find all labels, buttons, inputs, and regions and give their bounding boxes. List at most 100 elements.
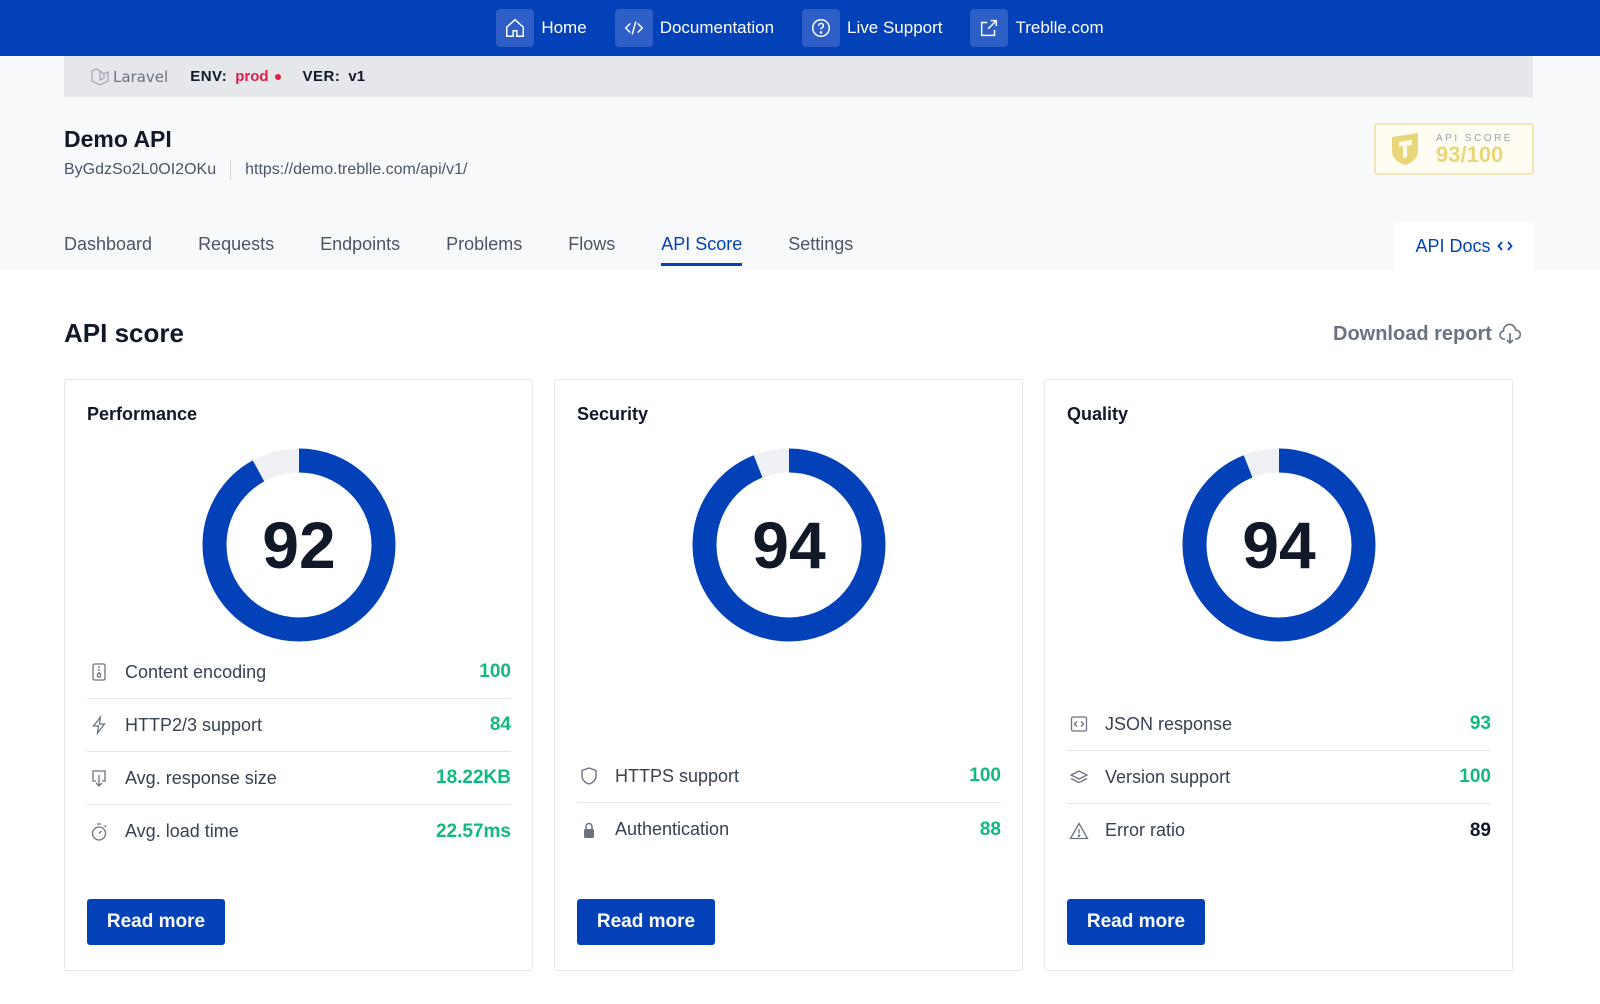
ring-progress — [692, 448, 886, 642]
metric-value: 100 — [969, 765, 1001, 786]
metric-label: Version support — [1105, 766, 1231, 787]
metric-label: HTTPS support — [615, 765, 740, 786]
score-badge-value: 93/100 — [1436, 141, 1504, 167]
api-score-badge[interactable]: API SCORE 93/100 — [1374, 123, 1534, 175]
tab-flows[interactable]: Flows — [568, 234, 616, 254]
metrics-list: Content encoding 100 HTTP2/3 support 84 … — [87, 646, 511, 858]
metrics-list: JSON response 93 Version support 100 Err… — [1067, 698, 1491, 857]
project-header: Laravel ENV: prod VER: v1 Demo API ByGdz… — [0, 56, 1600, 270]
metric-value: 22.57ms — [435, 820, 511, 842]
score-ring: 92 — [202, 448, 396, 642]
cloud-download-icon — [1499, 323, 1521, 345]
env-value: prod — [235, 68, 269, 85]
zip-file-icon — [87, 660, 111, 684]
api-docs-label: API Docs — [1415, 235, 1491, 256]
version-value: v1 — [348, 68, 366, 85]
tab-settings[interactable]: Settings — [788, 234, 854, 254]
performance-card: Performance 92 Content encoding 100 HTTP… — [64, 379, 533, 971]
api-url[interactable]: https://demo.treblle.com/api/v1/ — [245, 161, 468, 178]
download-report-label: Download report — [1333, 322, 1492, 345]
quality-card: Quality 94 JSON response 93 Version supp… — [1044, 379, 1513, 971]
score-ring: 94 — [1182, 448, 1376, 642]
score-ring-chart — [202, 448, 396, 642]
code-brackets-icon — [1496, 241, 1513, 251]
metric-label: Avg. load time — [125, 821, 239, 841]
nav-documentation-label: Documentation — [659, 18, 775, 37]
score-ring: 94 — [692, 448, 886, 642]
shield-icon — [577, 764, 601, 788]
card-title: Performance — [87, 404, 198, 424]
tab-api-score[interactable]: API Score — [661, 234, 743, 266]
score-ring-chart — [1182, 448, 1376, 642]
section-title: API score — [64, 318, 184, 348]
lightning-icon — [87, 713, 111, 737]
layers-icon — [1067, 765, 1091, 789]
card-title: Quality — [1067, 404, 1129, 424]
metric-row: HTTPS support 100 — [577, 750, 1001, 803]
score-value: 92 — [262, 508, 336, 582]
metric-value: 100 — [1459, 766, 1491, 787]
read-more-button[interactable]: Read more — [1067, 899, 1205, 945]
read-more-button[interactable]: Read more — [87, 899, 225, 945]
ring-progress — [1182, 448, 1376, 642]
json-icon — [1067, 712, 1091, 736]
warning-icon — [1067, 819, 1091, 843]
nav-live-support[interactable]: Live Support — [802, 9, 942, 47]
metric-row: HTTP2/3 support 84 — [87, 699, 511, 752]
security-card: Security 94 HTTPS support 100 Authentica… — [554, 379, 1023, 971]
nav-home[interactable]: Home — [496, 9, 587, 47]
env-label: ENV: — [190, 68, 228, 85]
download-report-button[interactable]: Download report — [1333, 322, 1522, 346]
tab-dashboard[interactable]: Dashboard — [64, 234, 153, 254]
tab-problems[interactable]: Problems — [446, 234, 523, 254]
nav-live-support-label: Live Support — [847, 18, 943, 37]
metric-label: Content encoding — [125, 661, 267, 682]
download-icon — [87, 766, 111, 790]
metric-row: Avg. load time 22.57ms — [87, 805, 511, 858]
nav-documentation[interactable]: Documentation — [614, 9, 775, 47]
treblle-logo-icon — [1392, 133, 1418, 165]
metric-value: 100 — [479, 661, 511, 682]
metric-value: 89 — [1469, 819, 1491, 841]
score-value: 94 — [1242, 508, 1316, 582]
score-badge-label: API SCORE — [1436, 132, 1513, 144]
home-icon — [496, 9, 535, 47]
api-meta: ByGdzSo2L0OI2OKu https://demo.treblle.co… — [64, 160, 467, 180]
metric-label: JSON response — [1105, 713, 1233, 734]
nav-treblle[interactable]: Treblle.com — [970, 9, 1104, 47]
tab-endpoints[interactable]: Endpoints — [320, 234, 401, 254]
external-link-icon — [970, 9, 1009, 47]
metric-label: Authentication — [615, 819, 730, 839]
metric-row: Version support 100 — [1067, 751, 1491, 804]
metric-value: 84 — [489, 714, 511, 735]
read-more-button[interactable]: Read more — [577, 899, 715, 945]
nav-treblle-label: Treblle.com — [1015, 18, 1104, 37]
environment-bar: Laravel ENV: prod VER: v1 — [64, 56, 1533, 97]
version-label: VER: — [302, 68, 341, 85]
meta-divider — [230, 160, 232, 180]
lock-icon — [577, 818, 601, 842]
metric-row: Content encoding 100 — [87, 646, 511, 699]
project-tabs: Dashboard Requests Endpoints Problems Fl… — [64, 234, 899, 266]
metric-label: Error ratio — [1105, 820, 1186, 840]
metric-label: HTTP2/3 support — [125, 714, 263, 735]
card-title: Security — [577, 404, 649, 424]
metrics-list: HTTPS support 100 Authentication 88 — [577, 750, 1001, 856]
api-title: Demo API — [64, 126, 172, 152]
metric-row: JSON response 93 — [1067, 698, 1491, 751]
tab-requests[interactable]: Requests — [198, 234, 275, 254]
stopwatch-icon — [87, 820, 111, 844]
framework-name: Laravel — [113, 67, 169, 86]
help-circle-icon — [802, 9, 841, 47]
metric-row: Authentication 88 — [577, 803, 1001, 856]
code-icon — [614, 9, 653, 47]
ring-progress — [202, 448, 396, 642]
metric-row: Avg. response size 18.22KB — [87, 752, 511, 805]
metric-row: Error ratio 89 — [1067, 804, 1491, 857]
top-nav: Home Documentation Live Support Treblle.… — [0, 0, 1600, 56]
nav-home-label: Home — [541, 18, 587, 37]
api-docs-button[interactable]: API Docs — [1394, 222, 1534, 270]
metric-value: 88 — [979, 818, 1001, 840]
score-value: 94 — [752, 508, 826, 582]
laravel-logo: Laravel — [90, 68, 168, 86]
